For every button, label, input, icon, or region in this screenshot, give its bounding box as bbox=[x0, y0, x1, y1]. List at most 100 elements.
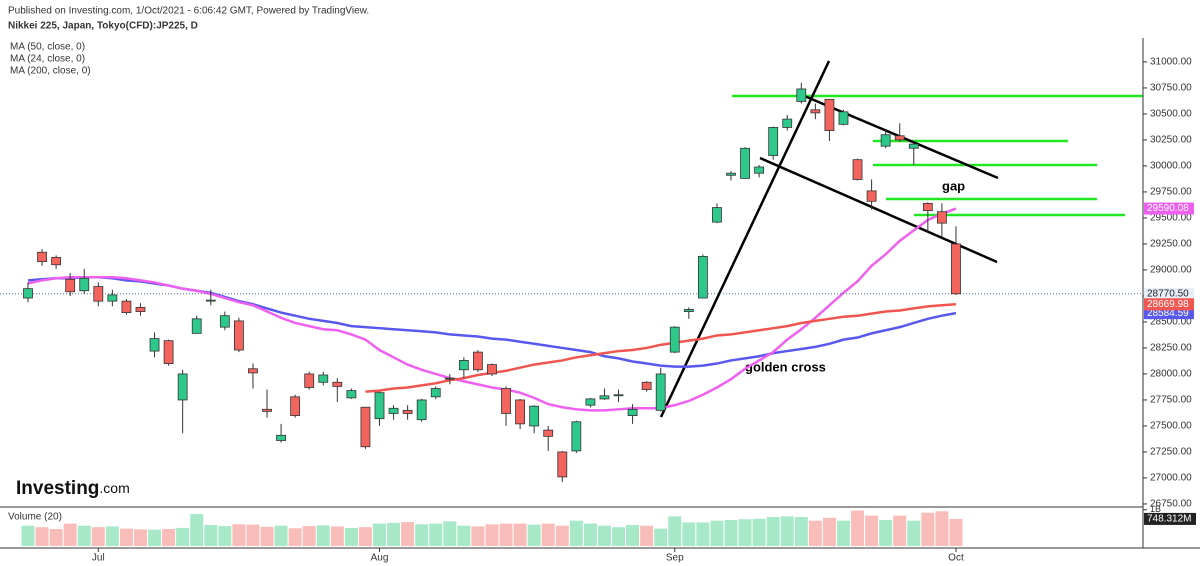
volume-bar bbox=[344, 527, 358, 546]
candle-body bbox=[571, 421, 582, 452]
volume-bar bbox=[879, 519, 893, 546]
candle-body bbox=[318, 374, 329, 383]
annotation: golden cross bbox=[745, 359, 826, 374]
x-tick-label: Oct bbox=[948, 553, 964, 564]
volume-bar bbox=[752, 518, 766, 546]
candle-body bbox=[557, 451, 568, 478]
logo: Investing.com bbox=[16, 478, 130, 499]
candle-body bbox=[908, 143, 919, 149]
candle-body bbox=[374, 392, 385, 420]
volume-bar bbox=[935, 511, 949, 546]
volume-bar bbox=[330, 526, 344, 546]
candle-body bbox=[529, 405, 540, 427]
volume-bar bbox=[597, 525, 611, 546]
candle-body bbox=[430, 388, 441, 398]
volume-bar bbox=[921, 512, 935, 546]
x-tick-label: Sep bbox=[666, 553, 684, 564]
y-tick-label: 27250.00 bbox=[1150, 447, 1192, 458]
volume-bar bbox=[513, 523, 527, 546]
volume-bar bbox=[162, 528, 176, 546]
candle-body bbox=[515, 399, 525, 425]
volume-bar bbox=[63, 523, 77, 546]
volume-bar bbox=[373, 523, 386, 546]
x-tick-label: Jul bbox=[92, 553, 105, 564]
candle-body bbox=[655, 373, 666, 411]
candle-body bbox=[683, 309, 694, 312]
logo-main: Investing bbox=[16, 478, 99, 499]
candle-body bbox=[922, 202, 933, 212]
volume-bar bbox=[358, 527, 372, 546]
legend-entry: MA (50, close, 0) bbox=[10, 42, 85, 53]
trend-line bbox=[759, 156, 998, 264]
candle-body bbox=[712, 207, 722, 223]
candle-body bbox=[613, 394, 624, 397]
volume-bar bbox=[302, 526, 316, 546]
volume-bar bbox=[541, 523, 555, 546]
volume-bar bbox=[949, 518, 963, 546]
y-tick-label: 29000.00 bbox=[1150, 265, 1192, 276]
volume-bar bbox=[260, 526, 274, 546]
volume-bar bbox=[21, 525, 35, 546]
candle-body bbox=[444, 377, 455, 380]
price-label: 28584.59 bbox=[1147, 308, 1189, 319]
volume-bar bbox=[105, 526, 119, 546]
candle-body bbox=[205, 299, 216, 302]
candle-body bbox=[501, 388, 511, 414]
ma-line bbox=[27, 207, 957, 412]
volume-bar bbox=[274, 525, 288, 546]
candle-body bbox=[951, 243, 961, 295]
candle-body bbox=[219, 315, 230, 328]
legend-entry: MA (24, close, 0) bbox=[10, 54, 85, 65]
candle-body bbox=[262, 408, 272, 412]
volume-bar bbox=[316, 525, 330, 546]
candle-body bbox=[782, 118, 793, 128]
candle-body bbox=[191, 318, 202, 334]
volume-bar bbox=[668, 516, 682, 546]
volume-bar bbox=[527, 524, 541, 546]
volume-bar bbox=[429, 523, 443, 546]
candle-body bbox=[402, 409, 413, 414]
volume-bar bbox=[204, 525, 218, 546]
volume-bar bbox=[401, 522, 415, 546]
price-label-box bbox=[1144, 202, 1194, 215]
y-tick-label: 27750.00 bbox=[1150, 395, 1192, 406]
candle-body bbox=[332, 381, 343, 387]
candle-body bbox=[937, 211, 947, 224]
candle-body bbox=[754, 166, 765, 174]
candle-body bbox=[304, 373, 315, 388]
volume-bar bbox=[133, 529, 147, 546]
y-tick-label: 31000.00 bbox=[1150, 57, 1192, 68]
volume-bar bbox=[485, 524, 499, 546]
candle-body bbox=[135, 306, 146, 312]
candle-body bbox=[163, 340, 174, 364]
candle-body bbox=[416, 399, 427, 421]
candle-body bbox=[107, 294, 118, 302]
volume-bar bbox=[794, 517, 808, 546]
candle-body bbox=[627, 408, 638, 416]
y-tick-label: 27500.00 bbox=[1150, 421, 1192, 432]
volume-bar bbox=[682, 522, 696, 546]
candle-body bbox=[276, 434, 286, 441]
y-tick-label: 28500.00 bbox=[1150, 317, 1192, 328]
chart-title: Nikkei 225, Japan, Tokyo(CFD):JP225, D bbox=[8, 21, 198, 32]
volume-bar bbox=[246, 524, 260, 546]
candle-body bbox=[768, 127, 779, 156]
volume-bar bbox=[218, 526, 232, 546]
volume-bar bbox=[569, 520, 583, 546]
candle-body bbox=[233, 320, 244, 351]
candle-body bbox=[796, 88, 807, 102]
y-tick-label: 26750.00 bbox=[1150, 499, 1192, 510]
y-tick-label: 27000.00 bbox=[1150, 473, 1192, 484]
candle-body bbox=[121, 300, 132, 313]
y-tick-label: 29250.00 bbox=[1150, 239, 1192, 250]
volume-bar bbox=[190, 514, 204, 546]
candle-body bbox=[487, 364, 497, 375]
volume-bar bbox=[907, 520, 921, 546]
y-tick-label: 30000.00 bbox=[1150, 161, 1192, 172]
volume-bar bbox=[499, 523, 513, 546]
candle-body bbox=[290, 396, 301, 416]
candle-body bbox=[852, 159, 863, 180]
volume-bar bbox=[91, 527, 105, 546]
volume-bar bbox=[865, 515, 879, 546]
logo-suffix: .com bbox=[99, 480, 129, 496]
